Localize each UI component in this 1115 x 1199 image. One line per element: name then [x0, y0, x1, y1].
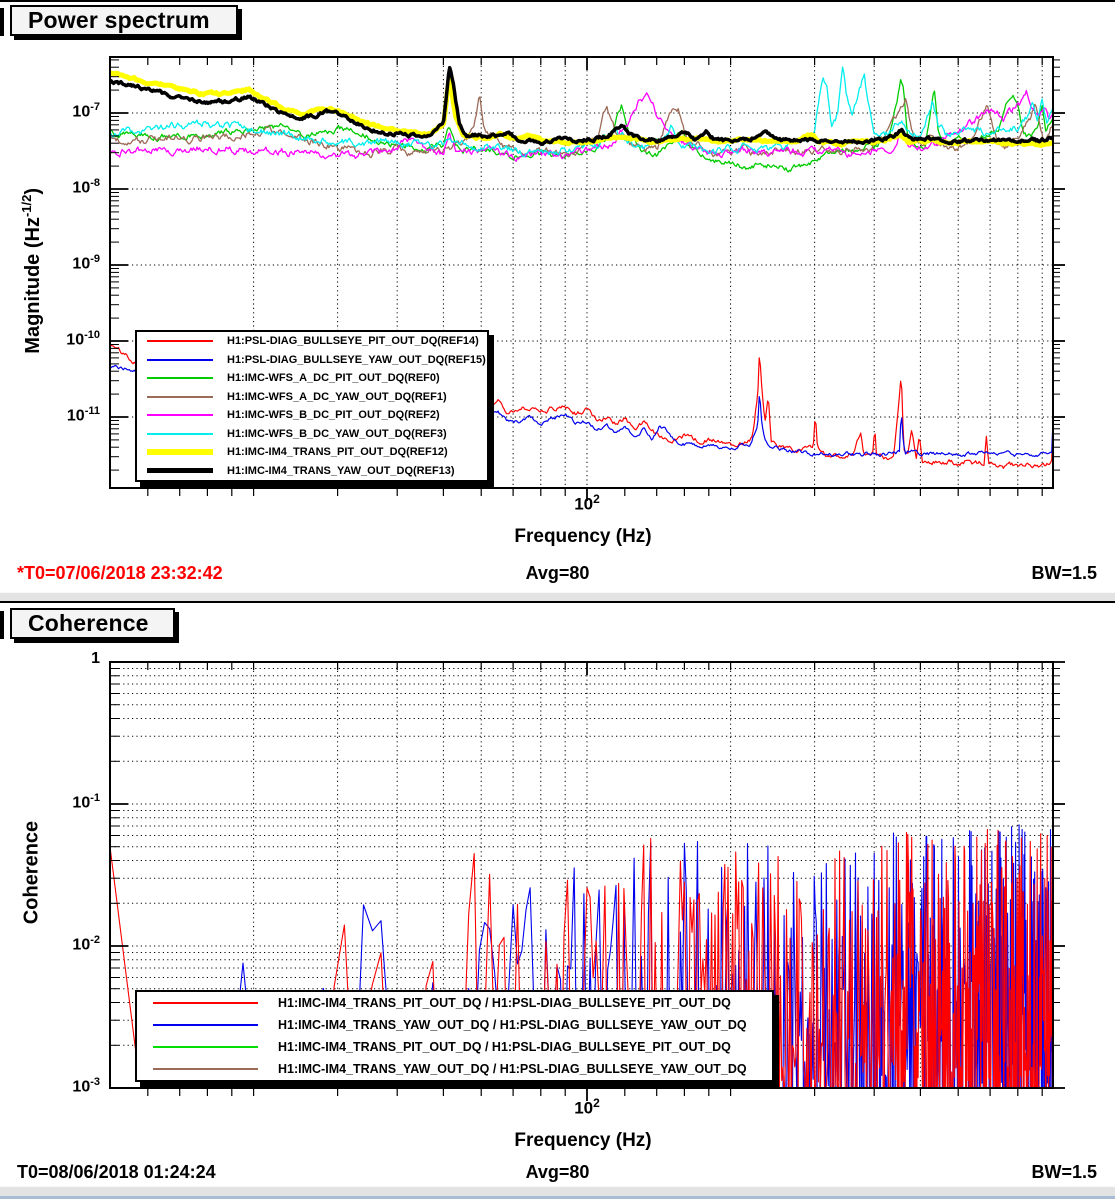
legend-item: H1:IMC-IM4_TRANS_PIT_OUT_DQ(REF12): [137, 446, 487, 458]
coherence-avg: Avg=80: [525, 1162, 590, 1182]
y-tick-label: 10-11: [66, 405, 100, 425]
power-spectrum-title: Power spectrum: [28, 7, 210, 33]
legend-line-sample: [153, 1024, 258, 1026]
power-spectrum-t0: *T0=07/06/2018 23:32:42: [17, 563, 223, 583]
y-tick-label: 10-8: [72, 177, 100, 197]
legend-label: H1:IMC-IM4_TRANS_PIT_OUT_DQ / H1:PSL-DIA…: [278, 996, 731, 1010]
legend-label: H1:IMC-WFS_B_DC_YAW_OUT_DQ(REF3): [227, 427, 447, 440]
legend-label: H1:IMC-IM4_TRANS_PIT_OUT_DQ(REF12): [227, 446, 448, 459]
page-top-border: [0, 0, 1115, 2]
legend-label: H1:IMC-IM4_TRANS_YAW_OUT_DQ(REF13): [227, 464, 455, 477]
power-spectrum-x-tick: 102: [552, 492, 622, 515]
legend-label: H1:IMC-IM4_TRANS_PIT_OUT_DQ / H1:PSL-DIA…: [278, 1040, 731, 1054]
legend-label: H1:IMC-WFS_B_DC_PIT_OUT_DQ(REF2): [227, 409, 440, 422]
coherence-x-axis-label: Frequency (Hz): [514, 1130, 652, 1151]
legend-item: H1:IMC-IM4_TRANS_YAW_OUT_DQ(REF13): [137, 465, 487, 477]
legend-item: H1:PSL-DIAG_BULLSEYE_YAW_OUT_DQ(REF15): [137, 354, 487, 366]
y-tick-label: 10-1: [72, 792, 100, 812]
legend-line-sample: [147, 449, 213, 456]
y-tick-label: 10-3: [72, 1076, 100, 1096]
legend-item: H1:IMC-IM4_TRANS_PIT_OUT_DQ / H1:PSL-DIA…: [137, 996, 772, 1010]
power-spectrum-legend: H1:PSL-DIAG_BULLSEYE_PIT_OUT_DQ(REF14) H1…: [135, 330, 489, 482]
magnitude-axis-label-sup: -1/2: [19, 194, 35, 218]
legend-label: H1:IMC-IM4_TRANS_YAW_OUT_DQ / H1:PSL-DIA…: [278, 1062, 747, 1076]
power-spectrum-title-pave: Power spectrum: [10, 5, 238, 36]
coherence-legend: H1:IMC-IM4_TRANS_PIT_OUT_DQ / H1:PSL-DIA…: [135, 990, 774, 1082]
y-tick-label: 10-10: [66, 329, 100, 349]
x-tick-base: 10: [574, 494, 594, 514]
x-tick-exp: 2: [593, 1096, 600, 1110]
legend-item: H1:IMC-IM4_TRANS_YAW_OUT_DQ / H1:PSL-DIA…: [137, 1062, 772, 1076]
legend-line-sample: [147, 340, 213, 343]
legend-label: H1:IMC-WFS_A_DC_YAW_OUT_DQ(REF1): [227, 390, 447, 403]
coherence-title: Coherence: [28, 610, 149, 636]
legend-item: H1:IMC-IM4_TRANS_YAW_OUT_DQ / H1:PSL-DIA…: [137, 1018, 772, 1032]
y-tick-label: 1: [91, 650, 100, 667]
window-bottom-edge: [0, 1196, 1115, 1199]
legend-item: H1:PSL-DIAG_BULLSEYE_PIT_OUT_DQ(REF14): [137, 335, 487, 347]
legend-line-sample: [153, 1002, 258, 1004]
legend-label: H1:PSL-DIAG_BULLSEYE_YAW_OUT_DQ(REF15): [227, 353, 486, 366]
power-spectrum-bw: BW=1.5: [1031, 563, 1097, 583]
panel1-edge-mark: [0, 8, 4, 36]
legend-line-sample: [147, 377, 213, 380]
window-bottom-strip: [0, 1186, 1115, 1199]
legend-item: H1:IMC-WFS_A_DC_YAW_OUT_DQ(REF1): [137, 391, 487, 403]
legend-line-sample: [153, 1046, 258, 1048]
legend-label: H1:PSL-DIAG_BULLSEYE_PIT_OUT_DQ(REF14): [227, 335, 479, 348]
legend-item: H1:IMC-WFS_B_DC_YAW_OUT_DQ(REF3): [137, 428, 487, 440]
x-tick-base: 10: [574, 1098, 594, 1118]
legend-item: H1:IMC-WFS_A_DC_PIT_OUT_DQ(REF0): [137, 372, 487, 384]
legend-label: H1:IMC-WFS_A_DC_PIT_OUT_DQ(REF0): [227, 372, 440, 385]
legend-item: H1:IMC-WFS_B_DC_PIT_OUT_DQ(REF2): [137, 409, 487, 421]
coherence-title-pave: Coherence: [10, 608, 175, 639]
legend-line-sample: [147, 432, 213, 435]
y-tick-label: 10-9: [72, 253, 100, 273]
panel-separator-strip: [0, 592, 1115, 602]
legend-item: H1:IMC-IM4_TRANS_PIT_OUT_DQ / H1:PSL-DIA…: [137, 1040, 772, 1054]
x-tick-exp: 2: [593, 492, 600, 506]
coherence-x-tick: 102: [552, 1096, 622, 1119]
y-tick-label: 10-7: [72, 101, 100, 121]
legend-label: H1:IMC-IM4_TRANS_YAW_OUT_DQ / H1:PSL-DIA…: [278, 1018, 747, 1032]
coherence-bw: BW=1.5: [1031, 1162, 1097, 1182]
power-spectrum-x-axis-label: Frequency (Hz): [514, 526, 652, 547]
legend-line-sample: [147, 468, 213, 474]
legend-line-sample: [147, 395, 213, 398]
coherence-axis-label: Coherence: [20, 820, 43, 925]
legend-line-sample: [147, 358, 213, 361]
power-spectrum-avg: Avg=80: [525, 563, 590, 583]
coherence-t0: T0=08/06/2018 01:24:24: [17, 1162, 216, 1182]
panel2-edge-mark: [0, 611, 4, 639]
panel-separator-line: [0, 601, 1115, 603]
legend-line-sample: [153, 1068, 258, 1070]
legend-line-sample: [147, 414, 213, 417]
y-tick-label: 10-2: [72, 934, 100, 954]
